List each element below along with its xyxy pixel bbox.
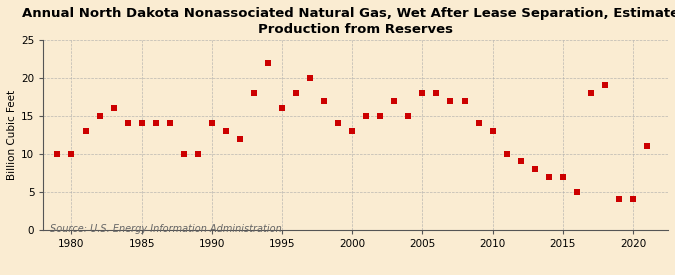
Point <box>263 60 273 65</box>
Y-axis label: Billion Cubic Feet: Billion Cubic Feet <box>7 90 17 180</box>
Point <box>431 91 442 95</box>
Point <box>487 129 498 133</box>
Point <box>277 106 288 111</box>
Point <box>558 174 568 179</box>
Point <box>628 197 639 202</box>
Point <box>66 152 77 156</box>
Point <box>178 152 189 156</box>
Point <box>389 98 400 103</box>
Point <box>122 121 133 126</box>
Title: Annual North Dakota Nonassociated Natural Gas, Wet After Lease Separation, Estim: Annual North Dakota Nonassociated Natura… <box>22 7 675 36</box>
Point <box>445 98 456 103</box>
Point <box>515 159 526 164</box>
Point <box>333 121 344 126</box>
Point <box>543 174 554 179</box>
Point <box>642 144 653 148</box>
Point <box>108 106 119 111</box>
Point <box>192 152 203 156</box>
Point <box>151 121 161 126</box>
Point <box>347 129 358 133</box>
Point <box>94 114 105 118</box>
Point <box>304 76 315 80</box>
Point <box>572 189 583 194</box>
Point <box>52 152 63 156</box>
Point <box>234 136 245 141</box>
Point <box>136 121 147 126</box>
Point <box>164 121 175 126</box>
Point <box>585 91 596 95</box>
Point <box>221 129 232 133</box>
Point <box>614 197 624 202</box>
Point <box>375 114 385 118</box>
Point <box>529 167 540 171</box>
Point <box>599 83 610 88</box>
Point <box>473 121 484 126</box>
Point <box>403 114 414 118</box>
Point <box>361 114 372 118</box>
Point <box>319 98 329 103</box>
Point <box>459 98 470 103</box>
Point <box>248 91 259 95</box>
Point <box>417 91 428 95</box>
Point <box>502 152 512 156</box>
Point <box>207 121 217 126</box>
Point <box>80 129 91 133</box>
Point <box>291 91 302 95</box>
Text: Source: U.S. Energy Information Administration: Source: U.S. Energy Information Administ… <box>50 224 281 233</box>
